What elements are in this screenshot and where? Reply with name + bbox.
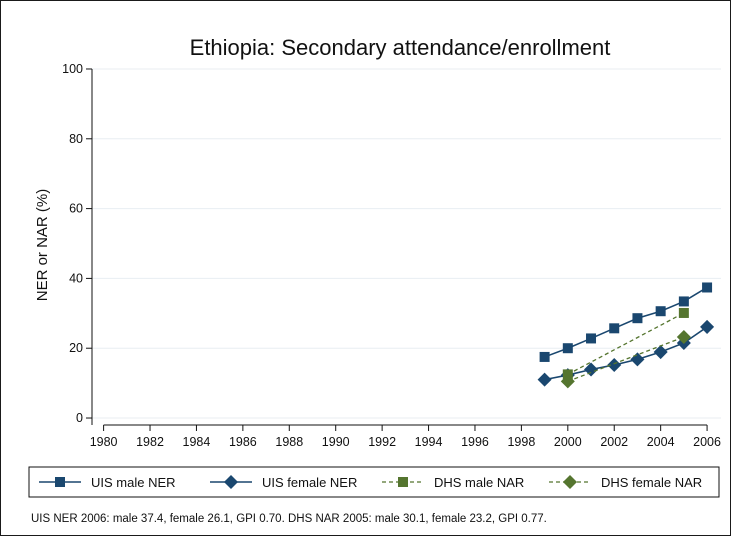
y-tick-label: 0 bbox=[76, 411, 83, 425]
y-tick-label: 40 bbox=[69, 271, 83, 285]
x-tick-label: 1998 bbox=[507, 435, 535, 449]
data-point bbox=[653, 345, 668, 360]
data-point bbox=[678, 307, 689, 318]
x-tick-label: 1984 bbox=[183, 435, 211, 449]
x-tick-label: 1990 bbox=[322, 435, 350, 449]
x-tick-label: 1980 bbox=[90, 435, 118, 449]
x-tick-label: 1988 bbox=[275, 435, 303, 449]
y-tick-label: 60 bbox=[69, 202, 83, 216]
data-point bbox=[609, 323, 620, 334]
legend-label: DHS male NAR bbox=[434, 475, 524, 490]
data-point bbox=[676, 330, 691, 345]
x-tick-label: 2004 bbox=[647, 435, 675, 449]
x-tick-label: 1982 bbox=[136, 435, 164, 449]
data-point bbox=[607, 357, 622, 372]
x-tick-label: 1986 bbox=[229, 435, 257, 449]
legend-box bbox=[28, 466, 720, 498]
legend-marker bbox=[562, 474, 578, 490]
x-tick-label: 1994 bbox=[415, 435, 443, 449]
y-axis-title: NER or NAR (%) bbox=[34, 189, 51, 302]
legend: UIS male NER UIS female NER DHS male NAR DH… bbox=[28, 466, 720, 498]
axes: 0 20 40 60 80 100 1980 1982 1984 1986 1988 1990 1992… bbox=[62, 62, 721, 449]
series-2 bbox=[562, 307, 689, 380]
series-layer bbox=[537, 282, 715, 389]
x-tick-label: 2000 bbox=[554, 435, 582, 449]
data-point bbox=[655, 306, 666, 317]
data-point bbox=[586, 333, 597, 344]
data-point bbox=[702, 282, 713, 293]
legend-marker bbox=[55, 477, 65, 487]
legend-marker bbox=[223, 474, 239, 490]
chart-title: Ethiopia: Secondary attendance/enrollmen… bbox=[190, 35, 611, 60]
series-line bbox=[567, 312, 685, 375]
y-tick-label: 20 bbox=[69, 341, 83, 355]
legend-label: UIS female NER bbox=[262, 475, 357, 490]
legend-label: UIS male NER bbox=[91, 475, 176, 490]
x-tick-label: 2006 bbox=[693, 435, 721, 449]
data-point bbox=[678, 296, 689, 307]
legend-marker bbox=[398, 477, 408, 487]
y-tick-label: 80 bbox=[69, 132, 83, 146]
data-point bbox=[584, 362, 599, 377]
gridlines bbox=[92, 68, 721, 419]
x-tick-label: 1996 bbox=[461, 435, 489, 449]
data-point bbox=[539, 351, 550, 362]
x-tick-label: 2002 bbox=[600, 435, 628, 449]
chart-note: UIS NER 2006: male 37.4, female 26.1, GP… bbox=[31, 513, 547, 525]
data-point bbox=[632, 313, 643, 324]
series-0 bbox=[539, 282, 713, 362]
data-point bbox=[562, 343, 573, 354]
series-3 bbox=[560, 330, 691, 389]
data-point bbox=[560, 374, 575, 389]
x-tick-label: 1992 bbox=[368, 435, 396, 449]
data-point bbox=[537, 372, 552, 387]
data-point bbox=[630, 352, 645, 367]
data-point bbox=[700, 319, 715, 334]
legend-label: DHS female NAR bbox=[601, 475, 702, 490]
y-tick-label: 100 bbox=[62, 62, 83, 76]
